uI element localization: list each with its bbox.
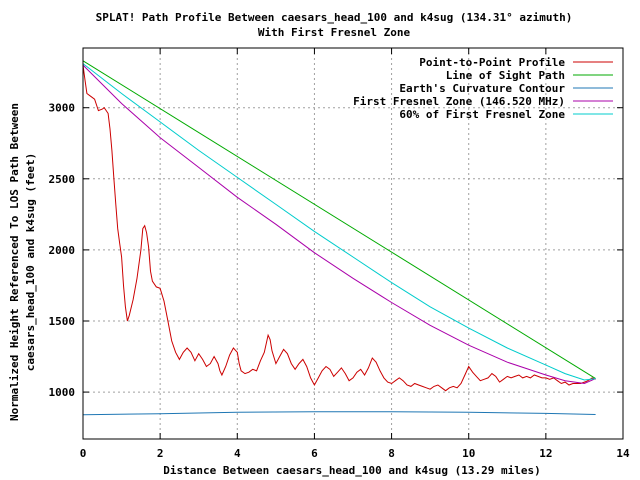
chart-title: SPLAT! Path Profile Between caesars_head… (96, 11, 573, 24)
legend-label: Point-to-Point Profile (419, 56, 565, 69)
y-tick-label: 3000 (49, 102, 76, 115)
series-line-1 (82, 60, 596, 380)
legend-label: First Fresnel Zone (146.520 MHz) (353, 95, 565, 108)
x-axis-label: Distance Between caesars_head_100 and k4… (163, 464, 541, 477)
x-tick-label: 0 (80, 447, 87, 460)
x-tick-label: 8 (388, 447, 395, 460)
x-tick-label: 10 (462, 447, 475, 460)
legend-label: Line of Sight Path (446, 69, 565, 82)
x-tick-label: 2 (157, 447, 164, 460)
x-tick-label: 4 (234, 447, 241, 460)
grid (83, 48, 623, 439)
y-tick-label: 2000 (49, 244, 76, 257)
series-lines (82, 60, 596, 416)
series-line-4 (82, 63, 596, 381)
x-tick-label: 6 (311, 447, 318, 460)
y-axis-label-line2: caesars_head_100 and k4sug (feet) (24, 153, 37, 372)
y-axis-label-line1: Normalized Height Referenced To LOS Path… (8, 103, 21, 421)
plot-frame (82, 47, 624, 440)
legend-label: 60% of First Fresnel Zone (399, 108, 565, 121)
y-tick-label: 1000 (49, 386, 76, 399)
x-tick-label: 14 (616, 447, 630, 460)
y-tick-label: 2500 (49, 173, 76, 186)
legend-label: Earth's Curvature Contour (399, 82, 565, 95)
chart-subtitle: With First Fresnel Zone (258, 26, 411, 39)
x-tick-label: 12 (539, 447, 552, 460)
series-line-0 (82, 65, 596, 392)
series-line-3 (82, 64, 596, 385)
y-tick-label: 1500 (49, 315, 76, 328)
series-line-2 (82, 411, 596, 416)
